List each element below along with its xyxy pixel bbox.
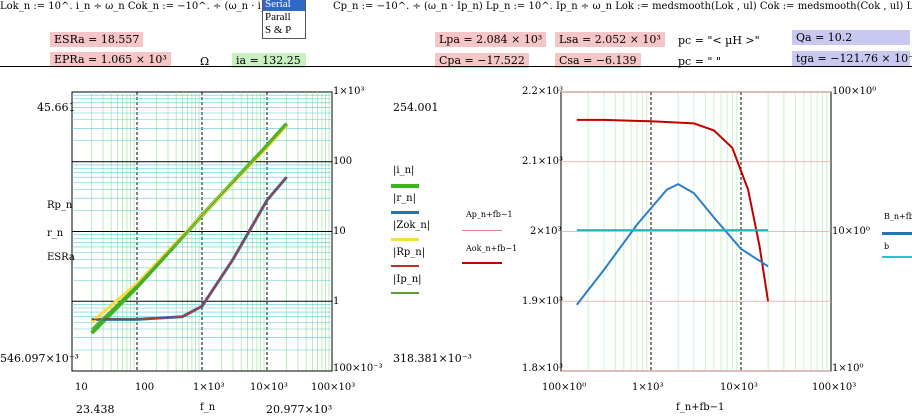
right-y-tick-3: 1.9×10³ <box>522 296 564 307</box>
right-y2-tick-0: 100×10⁰ <box>832 86 877 97</box>
legend-b-swatch <box>882 256 912 258</box>
right-series-line <box>576 118 770 302</box>
right-y2-tick-2: 1×10⁰ <box>832 363 864 374</box>
result-cpa: Cpa = −17.522 <box>435 53 529 68</box>
left-plot-grid <box>71 91 333 372</box>
legend-ip-swatch <box>391 292 419 294</box>
left-y-label-r: r_n <box>47 228 64 239</box>
left-x-axis-label: f_n <box>200 402 216 413</box>
result-lsa: Lsa = 2.052 × 10³ <box>555 32 665 47</box>
legend-ap-swatch <box>462 230 502 231</box>
right-x-tick-3: 100×10³ <box>812 382 857 393</box>
right-y-tick-2: 2×10³ <box>530 226 562 237</box>
left-y-bottom-label: 546.097×10⁻³ <box>0 352 79 365</box>
legend-aok-label: Aok_n+fb−1 <box>466 244 518 253</box>
omega-unit: Ω <box>200 55 210 68</box>
legend-i-label: |i_n| <box>393 165 415 176</box>
right-plot-grid <box>560 91 832 372</box>
legend-b-label: b <box>884 242 890 251</box>
left-x-tick-4: 100×10³ <box>311 382 356 393</box>
legend-rp-label: |Rp_n| <box>393 247 426 258</box>
left-x-max-label: 20.977×10³ <box>266 403 333 416</box>
left-series-line <box>91 124 288 330</box>
right-series-line <box>576 182 769 306</box>
right-x-tick-1: 1×10³ <box>632 382 664 393</box>
left-x-tick-0: 10 <box>75 382 88 393</box>
right-y2-tick-1: 10×10⁰ <box>832 226 870 237</box>
right-y-tick-1: 2.1×10³ <box>522 156 564 167</box>
right-x-tick-0: 100×10⁰ <box>542 382 587 393</box>
left-y-right-tick-4: 100×10⁻³ <box>333 363 383 374</box>
result-epra: EPRa = 1.065 × 10³ <box>50 52 171 67</box>
right-x-tick-2: 10×10³ <box>720 382 758 393</box>
formula-cp-lp: Cp_n := −10^. ÷ (ω_n · Ip_n) Lp_n := 10^… <box>333 1 912 12</box>
legend-bfb-swatch <box>882 232 912 235</box>
left-y-right-tick-1: 100 <box>333 156 353 167</box>
legend-zok-swatch <box>391 238 419 241</box>
connection-type-listbox[interactable]: Serial Parall S & P <box>262 0 306 39</box>
result-pc-units: pc = "< µH >" <box>678 34 760 47</box>
right-y-tick-0: 2.2×10³ <box>522 86 564 97</box>
legend-ip-label: |Ip_n| <box>393 274 422 285</box>
result-esra: ESRa = 18.557 <box>50 32 144 47</box>
right-plot-series <box>576 118 770 306</box>
right-x-axis-label: f_n+fb−1 <box>676 402 725 413</box>
legend-aok-swatch <box>462 262 502 264</box>
formula-lok-cok: Lok_n := 10^. i_n ÷ ω_n Cok_n := −10^. ÷… <box>0 1 277 12</box>
left-x-tick-1: 100 <box>135 382 155 393</box>
result-qa: Qa = 10.2 <box>792 30 910 45</box>
legend-bfb-label: B_n+fb <box>884 212 912 221</box>
result-lpa: Lpa = 2.084 × 10³ <box>435 32 547 47</box>
left-x-tick-3: 10×10³ <box>250 382 288 393</box>
legend-r-label: |r_n| <box>393 193 416 204</box>
left-series-line <box>91 176 288 321</box>
right-y-tick-4: 1.8×10³ <box>522 363 564 374</box>
left-y-top-label: 45.661 <box>37 101 76 114</box>
left-y-right-tick-3: 1 <box>333 296 340 307</box>
left-y2-bottom-label: 318.381×10⁻³ <box>393 352 472 365</box>
legend-r-swatch <box>391 211 419 214</box>
left-y-label-esra: ESRa <box>47 252 75 263</box>
left-y-right-tick-0: 1×10³ <box>333 86 365 97</box>
separator-line <box>0 66 912 67</box>
left-x-min-label: 23.438 <box>76 403 115 416</box>
result-tga: tga = −121.76 × 10⁻³ <box>792 51 912 66</box>
left-y2-top-label: 254.001 <box>393 101 439 114</box>
result-pc-blank: pc = " " <box>678 55 722 68</box>
listbox-option-parall[interactable]: Parall <box>265 11 291 23</box>
legend-ap-label: Ap_n+fb−1 <box>466 210 513 219</box>
left-x-tick-2: 1×10³ <box>193 382 225 393</box>
listbox-option-s-and-p[interactable]: S & P <box>265 24 292 36</box>
listbox-option-serial[interactable]: Serial <box>263 0 305 11</box>
left-y-label-rp: Rp_n <box>47 200 73 211</box>
legend-i-swatch <box>391 184 419 188</box>
result-ia: ia = 132.25 <box>232 53 306 68</box>
left-y-right-tick-2: 10 <box>333 226 346 237</box>
result-csa: Csa = −6.139 <box>555 53 641 68</box>
legend-zok-label: |Zok_n| <box>393 220 431 231</box>
legend-rp-swatch <box>391 265 419 267</box>
left-plot-series <box>90 122 289 335</box>
